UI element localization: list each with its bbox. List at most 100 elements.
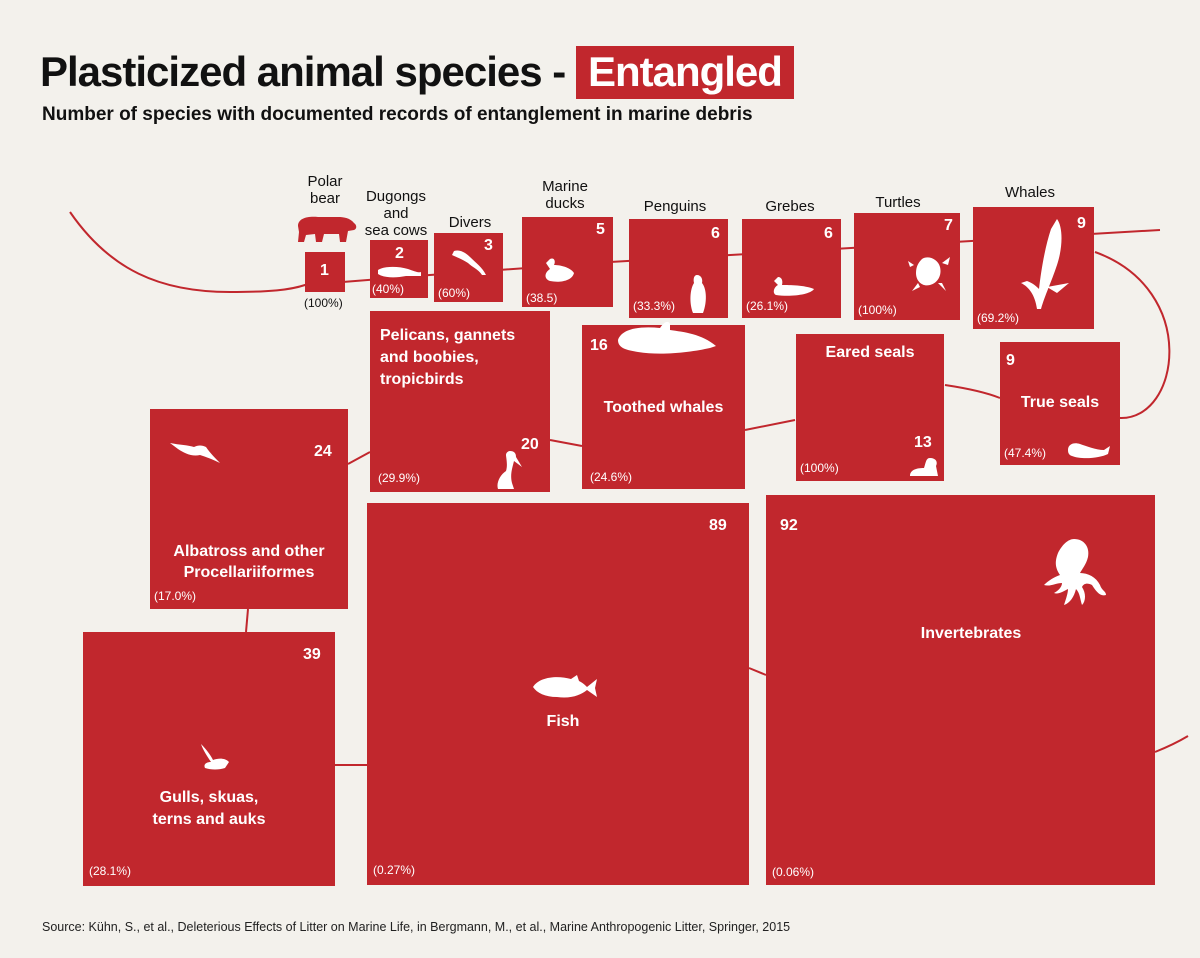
count: 3 — [484, 237, 493, 254]
box-toothed-whales: 16 Toothed whales (24.6%) — [582, 325, 745, 489]
box-divers: 3 (60%) — [434, 233, 503, 302]
percent: (100%) — [858, 303, 897, 317]
count: 5 — [596, 221, 605, 238]
label-line: Dugongs — [365, 188, 427, 205]
count: 20 — [521, 436, 539, 453]
count: 6 — [711, 225, 720, 242]
count: 89 — [709, 517, 727, 534]
whale-icon — [1021, 219, 1069, 309]
percent: (0.06%) — [772, 865, 815, 879]
percent: (0.27%) — [373, 863, 416, 877]
label-line: Pelicans, gannets — [380, 327, 516, 344]
percent: (17.0%) — [154, 589, 197, 603]
label-line: terns and auks — [152, 811, 266, 828]
percent: (28.1%) — [89, 864, 132, 878]
box-gulls: 39 Gulls, skuas, terns and auks (28.1%) — [83, 632, 335, 886]
count: 13 — [914, 434, 932, 451]
percent: (24.6%) — [590, 470, 633, 484]
count: 92 — [780, 517, 798, 534]
eared-seal-icon — [910, 458, 938, 476]
box-grebes: 6 (26.1%) — [742, 219, 841, 318]
percent: (40%) — [372, 282, 405, 296]
albatross-icon — [170, 443, 220, 463]
label-line: Marine — [542, 178, 588, 195]
box-marine-ducks: 5 (38.5) — [522, 217, 613, 307]
count: 24 — [314, 443, 332, 460]
label-line: Polar — [307, 173, 343, 190]
pelican-icon — [497, 451, 522, 489]
grebe-icon — [773, 277, 814, 296]
dugong-icon — [378, 266, 421, 278]
chart-title: Plasticized animal species - Entangled — [40, 46, 794, 99]
percent: (100%) — [800, 461, 839, 475]
toothed-whale-icon — [618, 321, 716, 354]
label-penguins: Penguins — [643, 198, 707, 215]
box-true-seals: 9 True seals (47.4%) — [1000, 342, 1120, 465]
count: 7 — [944, 217, 953, 234]
polar-bear-icon — [294, 212, 358, 249]
label-true-seals: True seals — [1020, 394, 1100, 411]
label-line: and — [383, 205, 409, 222]
label-dugongs: Dugongs and sea cows — [356, 188, 436, 239]
chart-subtitle: Number of species with documented record… — [42, 104, 753, 125]
count: 9 — [1006, 352, 1015, 369]
label-turtles: Turtles — [875, 194, 921, 211]
percent: (33.3%) — [633, 299, 676, 313]
label-pelicans: Pelicans, gannets and boobies, tropicbir… — [380, 325, 515, 391]
label-albatross: Albatross and other Procellariiformes — [150, 541, 348, 583]
true-seal-icon — [1068, 443, 1110, 459]
label-line: ducks — [545, 195, 585, 212]
count: 39 — [303, 646, 321, 663]
box-albatross: 24 Albatross and other Procellariiformes… — [150, 409, 348, 609]
percent: (69.2%) — [977, 311, 1020, 325]
title-main: Plasticized animal species - — [40, 48, 576, 95]
label-gulls: Gulls, skuas, terns and auks — [83, 787, 335, 831]
box-polar-bear: 1 — [305, 252, 345, 292]
box-pelicans: Pelicans, gannets and boobies, tropicbir… — [370, 311, 550, 492]
box-dugongs: 2 (40%) — [370, 240, 428, 298]
percent: (38.5) — [526, 291, 558, 305]
label-marine-ducks: Marine ducks — [530, 178, 600, 212]
percent: (47.4%) — [1004, 446, 1047, 460]
label-fish: Fish — [546, 713, 580, 730]
label-line: Albatross and other — [173, 543, 325, 560]
fish-icon — [533, 675, 597, 698]
count: 16 — [590, 337, 608, 354]
box-turtles: 7 (100%) — [854, 213, 960, 320]
count: 2 — [395, 245, 404, 262]
label-whales: Whales — [1004, 184, 1056, 201]
label-divers: Divers — [448, 214, 492, 231]
count: 9 — [1077, 215, 1086, 232]
duck-icon — [545, 258, 574, 282]
label-eared-seals: Eared seals — [825, 344, 915, 361]
diver-bird-icon — [452, 250, 486, 275]
percent: (100%) — [304, 296, 343, 310]
box-whales: 9 (69.2%) — [973, 207, 1094, 329]
source-note: Source: Kühn, S., et al., Deleterious Ef… — [42, 920, 791, 934]
box-fish: 89 Fish (0.27%) — [367, 503, 749, 885]
label-toothed-whales: Toothed whales — [603, 399, 724, 416]
label-polar-bear: Polar bear — [290, 173, 360, 207]
gull-icon — [201, 744, 229, 770]
octopus-icon — [1044, 539, 1106, 605]
label-line: Procellariiformes — [183, 564, 315, 581]
label-line: sea cows — [364, 222, 428, 239]
connector-line — [69, 211, 1189, 766]
turtle-icon — [908, 257, 950, 291]
label-line: and boobies, — [380, 349, 479, 366]
percent: (60%) — [438, 286, 471, 300]
label-grebes: Grebes — [765, 198, 815, 215]
percent: (26.1%) — [746, 299, 789, 313]
box-eared-seals: Eared seals 13 (100%) — [796, 334, 944, 481]
label-line: Gulls, skuas, — [159, 789, 259, 806]
box-penguins: 6 (33.3%) — [629, 219, 728, 318]
label-line: tropicbirds — [380, 371, 464, 388]
box-invertebrates: 92 Invertebrates (0.06%) — [766, 495, 1155, 885]
count: 1 — [320, 262, 329, 279]
count: 6 — [824, 225, 833, 242]
label-line: bear — [309, 190, 341, 207]
percent: (29.9%) — [378, 471, 421, 485]
label-invertebrates: Invertebrates — [920, 625, 1022, 642]
